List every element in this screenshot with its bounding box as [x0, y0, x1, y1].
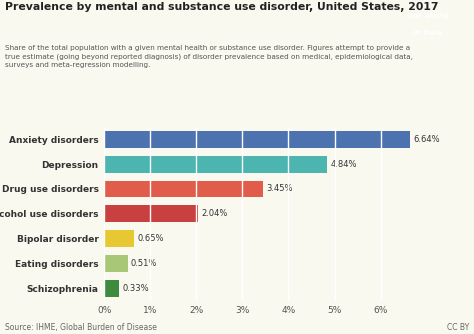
Text: 2.04%: 2.04% [201, 209, 228, 218]
Bar [104, 255, 128, 272]
Bar [104, 205, 198, 222]
Text: 0.33%: 0.33% [123, 284, 149, 293]
Bar [104, 131, 410, 148]
Bar [104, 180, 263, 197]
Text: 3.45%: 3.45% [266, 184, 293, 193]
Text: 0.65%: 0.65% [137, 234, 164, 243]
Bar [104, 156, 327, 173]
Text: 6.64%: 6.64% [413, 135, 440, 144]
Text: 0.51%: 0.51% [131, 259, 157, 268]
Text: CC BY: CC BY [447, 323, 469, 332]
Text: Our World: Our World [407, 13, 448, 19]
Bar [104, 280, 119, 297]
Text: Prevalence by mental and substance use disorder, United States, 2017: Prevalence by mental and substance use d… [5, 2, 438, 12]
Text: Source: IHME, Global Burden of Disease: Source: IHME, Global Burden of Disease [5, 323, 156, 332]
Text: in Data: in Data [413, 30, 443, 36]
Bar [104, 230, 134, 247]
Text: 4.84%: 4.84% [330, 160, 357, 169]
Text: Share of the total population with a given mental health or substance use disord: Share of the total population with a giv… [5, 45, 412, 68]
